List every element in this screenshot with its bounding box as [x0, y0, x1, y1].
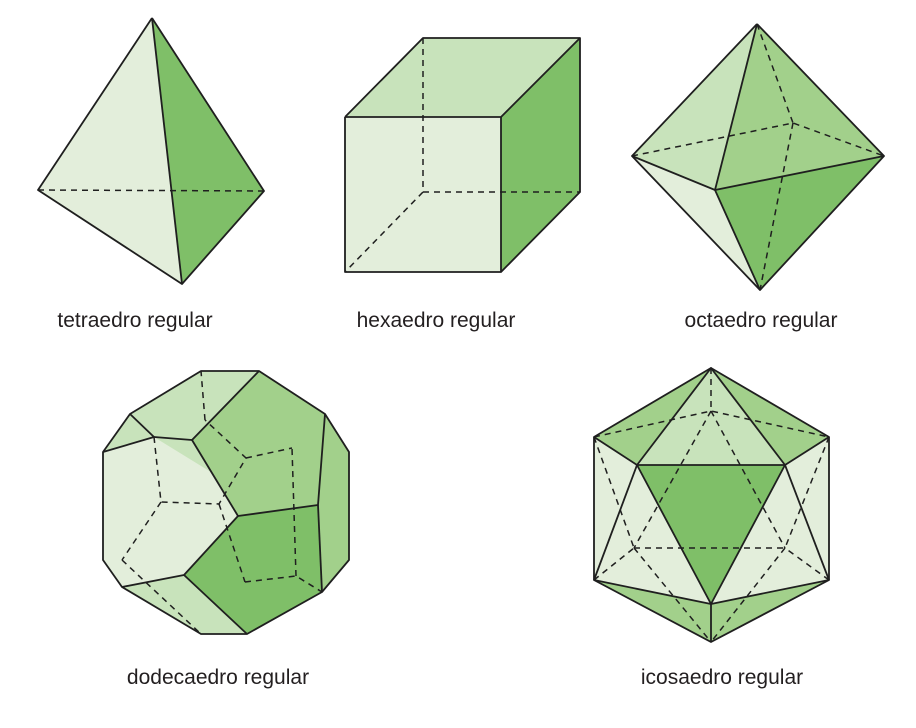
icosahedron-lower-edges: [593, 464, 638, 581]
dodecahedron-center-edges: [121, 439, 239, 588]
icosahedron-top-face: [637, 368, 785, 465]
icosahedron-top-right-face: [711, 368, 829, 465]
dodecahedron-right-edge-face: [318, 414, 349, 592]
octahedron-top-left-face: [632, 24, 757, 190]
icosahedron-lower-left-face: [594, 465, 711, 604]
dodecahedron-bottom-edge: [183, 574, 248, 635]
cube: [344, 37, 581, 273]
dodecahedron-front-left-face: [103, 437, 238, 587]
octahedron-front-top-edge: [714, 23, 758, 191]
octahedron-front-bottom-edge: [714, 189, 761, 291]
tetrahedron-left-face: [38, 18, 182, 284]
dodecahedron-right-vertical-edge: [317, 504, 323, 593]
icosahedron-top-left-face: [594, 368, 711, 465]
dodecahedron-hidden-edges: [121, 370, 323, 635]
hexahedron-label: hexaedro regular: [356, 309, 516, 332]
dodecahedron-top-left-edge: [129, 413, 155, 438]
tetrahedron-hidden-edge: [37, 189, 265, 192]
dodecahedron-lower-right-face: [184, 505, 322, 634]
cube-front-face: [345, 117, 501, 272]
icosahedron-top-edges: [593, 367, 830, 466]
octahedron-top-right-face: [715, 24, 884, 190]
cube-outline: [344, 37, 581, 273]
dodecahedron: [102, 370, 350, 635]
cube-right-face: [501, 38, 580, 272]
tetrahedron: [37, 17, 265, 285]
cube-hidden-edge-diagonal: [344, 191, 424, 273]
dodecahedron-visible-edges: [102, 370, 260, 453]
icosahedron-lower-right-edge: [784, 464, 830, 581]
icosahedron-right-face: [785, 437, 829, 580]
dodecahedron-label: dodecaedro regular: [126, 666, 310, 689]
dodecahedron-upper-right-face: [192, 371, 325, 516]
octahedron: [631, 23, 885, 291]
tetrahedron-front-edge: [151, 17, 183, 285]
icosahedron-lower-right-face: [711, 465, 829, 604]
octahedron-bottom-right-face: [715, 156, 884, 290]
icosahedron-hidden-edges: [593, 368, 830, 643]
icosahedron-center-triangle: [636, 464, 786, 605]
icosahedron-center-face: [637, 465, 785, 604]
octahedron-label: octaedro regular: [684, 309, 838, 332]
icosahedron-left-face: [594, 437, 637, 580]
icosahedron-label: icosaedro regular: [640, 666, 804, 689]
icosahedron: [593, 367, 830, 643]
tetrahedron-label: tetraedro regular: [57, 309, 213, 332]
tetrahedron-right-face: [152, 18, 264, 284]
